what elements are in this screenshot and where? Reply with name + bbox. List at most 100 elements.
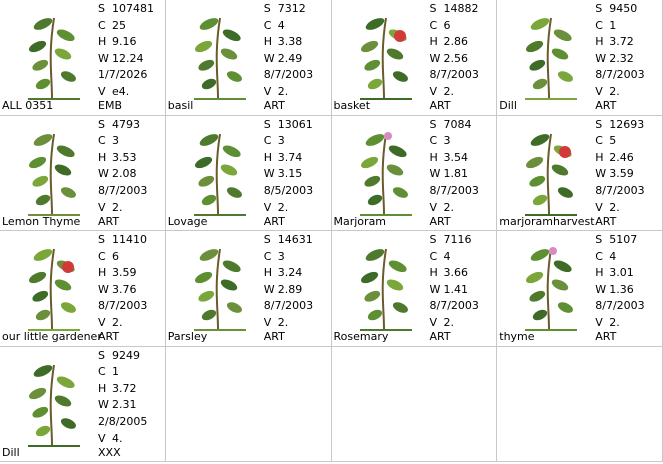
field-colors: 1 <box>609 18 617 32</box>
design-name: Lovage <box>167 214 208 228</box>
field-label: V <box>263 85 272 98</box>
field-version: 2. <box>609 316 620 329</box>
leaf <box>558 71 574 82</box>
field-version: 2. <box>443 200 455 214</box>
leaf <box>360 271 378 284</box>
leaf <box>222 145 241 157</box>
thumbnail-cell[interactable]: S 7116 C 4 H 3.66 W 1.41 8/7/2003 V 2. ART Rosemary <box>331 231 498 347</box>
leaf <box>554 29 572 42</box>
field-label: W <box>98 282 109 296</box>
design-name: Lemon Thyme <box>2 214 81 228</box>
design-preview <box>359 17 412 100</box>
leaf <box>367 194 382 205</box>
stem <box>215 133 221 214</box>
leaf <box>363 290 380 302</box>
thumbnail-cell[interactable]: S 5107 C 4 H 3.01 W 1.36 8/7/2003 V 2. ART thyme <box>497 231 663 347</box>
design-preview <box>193 17 246 100</box>
leaf <box>388 145 407 157</box>
thumbnail-cell[interactable]: S 9450 C 1 H 3.72 W 2.32 8/7/2003 V 2. ART Dill <box>497 0 663 116</box>
thumbnail-cell[interactable]: S 13061 C 3 H 3.74 W 3.15 8/5/2003 V 2. ART Lovage <box>165 115 332 231</box>
field-colors: 3 <box>277 134 285 148</box>
flower <box>559 145 572 158</box>
leaf <box>392 302 408 313</box>
leaf <box>201 194 216 205</box>
field-version: 2. <box>443 85 455 98</box>
field-label: H <box>429 266 438 280</box>
field-height: 3.38 <box>277 35 303 49</box>
thumbnail-cell[interactable]: S 14882 C 6 H 2.86 W 2.56 8/7/2003 V 2. ART basket <box>331 0 498 116</box>
leaf <box>33 364 53 377</box>
leaf <box>360 156 378 168</box>
leaf <box>199 249 219 261</box>
leaf <box>29 387 47 399</box>
leaf <box>194 271 212 284</box>
field-height: 3.24 <box>277 266 303 280</box>
flower <box>393 30 406 42</box>
design-preview <box>193 133 246 216</box>
design-name: Rosemary <box>333 330 389 343</box>
leaf <box>32 59 49 71</box>
field-format: ART <box>263 214 285 228</box>
field-width: 12.24 <box>112 51 144 65</box>
leaf <box>199 18 219 30</box>
field-size: 7084 <box>443 117 472 131</box>
design-preview <box>28 17 80 100</box>
leaf <box>367 309 382 321</box>
field-label: V <box>595 200 603 214</box>
thumbnail-cell[interactable]: S 9249 C 1 H 3.72 W 2.31 2/8/2005 V 4. XXX Dill <box>0 346 166 462</box>
field-height: 3.66 <box>443 266 469 280</box>
leaf <box>60 71 76 82</box>
thumbnail-cell[interactable]: S 14631 C 3 H 3.24 W 2.89 8/7/2003 V 2. ART Parsley <box>165 231 332 347</box>
field-label: S <box>595 2 603 15</box>
leaf <box>526 40 544 53</box>
field-width: 1.41 <box>443 282 469 296</box>
field-size: 11410 <box>112 233 147 246</box>
field-label: C <box>595 134 603 148</box>
leaf <box>198 290 214 302</box>
field-label: W <box>263 282 275 296</box>
leaf <box>363 175 380 187</box>
field-label: W <box>98 398 109 412</box>
design-preview <box>193 248 246 331</box>
stem <box>546 17 553 99</box>
field-version: e4. <box>112 85 130 98</box>
field-colors: 6 <box>112 249 119 263</box>
field-label: C <box>429 18 438 32</box>
design-name: thyme <box>499 330 535 343</box>
leaf <box>54 48 72 60</box>
leaf <box>558 302 574 313</box>
field-label: V <box>595 316 603 329</box>
leaf <box>56 29 75 42</box>
thumbnail-cell <box>165 346 332 462</box>
field-colors: 4 <box>609 249 617 263</box>
leaf <box>226 186 242 198</box>
leaf <box>35 425 51 436</box>
field-label: V <box>98 431 106 445</box>
thumbnail-cell[interactable]: S 11410 C 6 H 3.59 W 3.76 8/7/2003 V 2. ART our litt… <box>0 231 166 347</box>
field-colors: 3 <box>112 134 119 148</box>
leaf <box>201 78 216 90</box>
field-format: ART <box>263 330 285 343</box>
leaf <box>552 163 569 176</box>
leaf <box>533 78 548 90</box>
thumbnail-cell[interactable]: S 7084 C 3 H 3.54 W 1.81 8/7/2003 V 2. ART Marjoram <box>331 115 498 231</box>
stem <box>215 248 221 330</box>
leaf <box>360 40 378 53</box>
leaf <box>365 133 384 146</box>
thumbnail-cell[interactable]: S 7312 C 4 H 3.38 W 2.49 8/7/2003 V 2. ART basil <box>165 0 332 116</box>
leaf <box>32 290 49 302</box>
field-date: 8/7/2003 <box>429 68 479 82</box>
thumbnail-cell[interactable]: S 12693 C 5 H 2.46 W 3.59 8/7/2003 V 2. ART marjoram… <box>497 115 663 231</box>
field-width: 3.15 <box>277 167 303 181</box>
leaf <box>35 309 51 321</box>
leaf <box>529 59 546 71</box>
field-label: V <box>98 316 106 329</box>
field-width: 2.32 <box>609 51 634 65</box>
field-size: 13061 <box>277 117 313 131</box>
thumbnail-cell[interactable]: S 4793 C 3 H 3.53 W 2.08 8/7/2003 V 2. ART Lemon Thy… <box>0 115 166 231</box>
field-label: V <box>98 85 106 98</box>
stem <box>381 133 387 214</box>
field-label: V <box>429 85 438 98</box>
